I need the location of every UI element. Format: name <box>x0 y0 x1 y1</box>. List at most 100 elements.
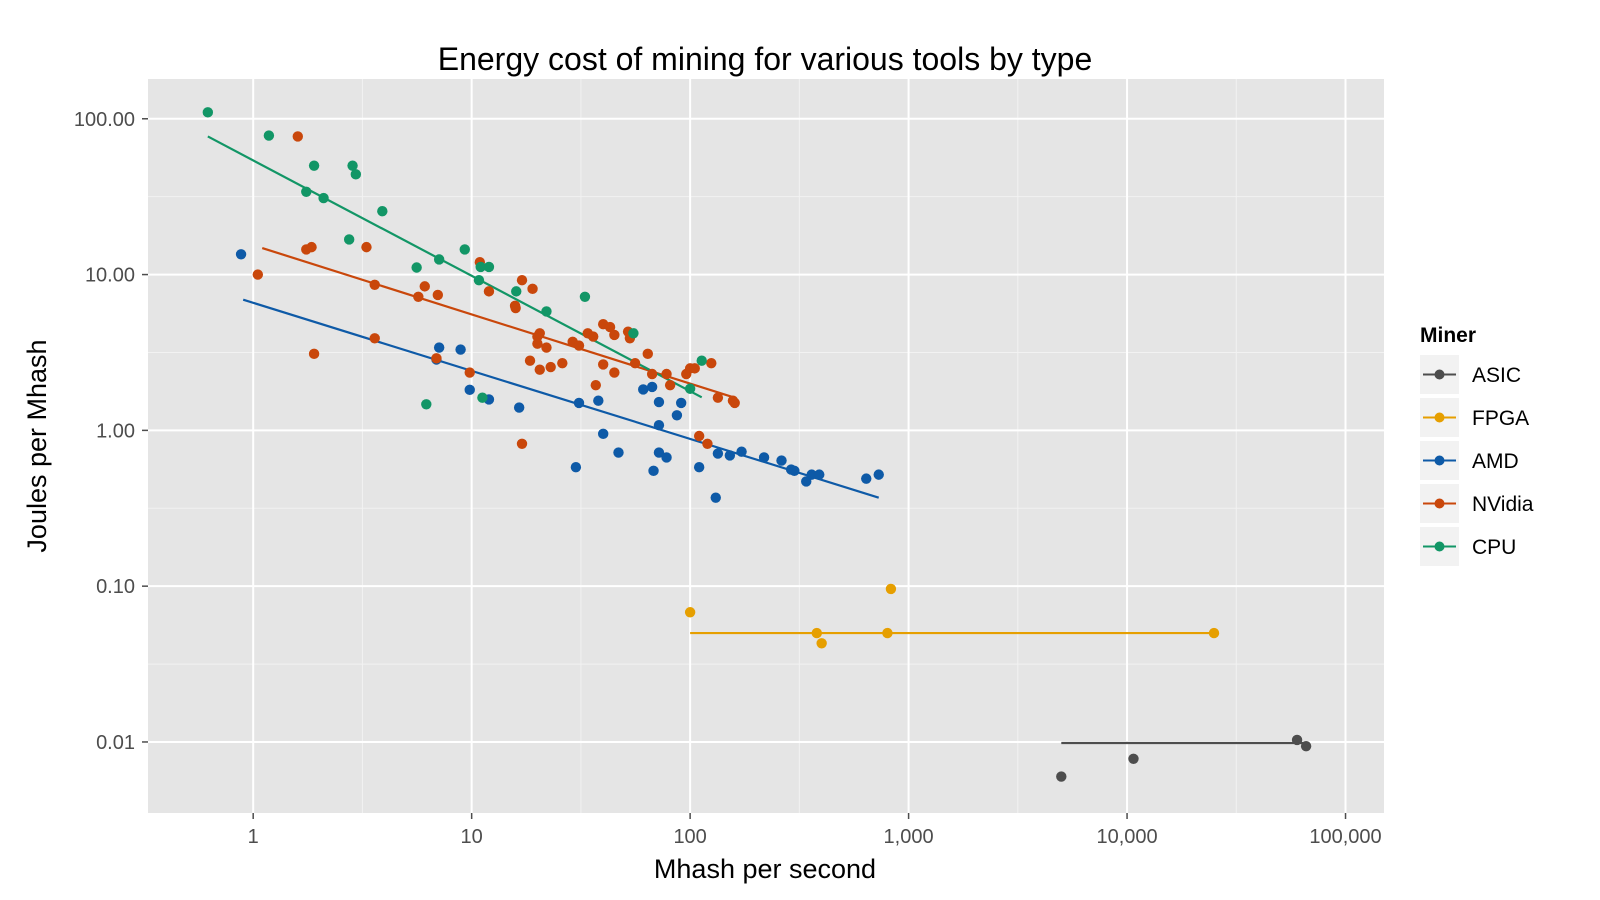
point-amd <box>653 396 665 408</box>
point-cpu <box>433 254 445 265</box>
point-cpu <box>511 286 522 297</box>
major-gridlines <box>148 79 1384 813</box>
point-nvidia <box>516 275 528 286</box>
point-cpu <box>421 399 432 410</box>
legend-point-nvidia <box>1434 498 1445 509</box>
point-cpu <box>377 206 388 217</box>
point-nvidia <box>308 348 320 360</box>
point-nvidia <box>664 379 676 391</box>
x-tick-label: 10 <box>461 826 483 848</box>
point-cpu <box>350 169 362 180</box>
point-nvidia <box>413 291 424 302</box>
point-amd <box>513 402 525 413</box>
point-asic <box>1291 734 1303 746</box>
point-fpga <box>885 583 897 595</box>
legend-point-asic <box>1434 369 1445 380</box>
point-nvidia <box>573 340 585 351</box>
point-cpu <box>459 244 470 255</box>
plot-panel <box>148 79 1384 813</box>
point-cpu <box>308 160 320 171</box>
point-amd <box>736 446 747 457</box>
point-nvidia <box>252 269 264 280</box>
legend-label-nvidia: NVidia <box>1472 493 1534 516</box>
point-amd <box>724 450 736 461</box>
point-nvidia <box>587 331 599 342</box>
point-cpu <box>473 275 485 286</box>
point-nvidia <box>706 357 717 369</box>
point-nvidia <box>532 338 543 349</box>
point-cpu <box>263 130 275 141</box>
legend-item-cpu: CPU <box>1420 527 1516 566</box>
point-cpu <box>343 234 355 245</box>
point-amd <box>464 384 475 396</box>
point-amd <box>593 395 604 406</box>
point-amd <box>789 465 800 477</box>
point-nvidia <box>524 355 536 366</box>
point-nvidia <box>361 241 372 253</box>
y-tick-label: 100.00 <box>74 109 135 131</box>
point-nvidia <box>464 367 475 378</box>
x-axis: 1 10 100 1,000 10,000 100,000 <box>248 813 1382 848</box>
point-nvidia <box>646 368 658 380</box>
chart-title: Energy cost of mining for various tools … <box>438 41 1093 77</box>
point-nvidia <box>702 438 713 449</box>
point-amd <box>873 469 884 480</box>
point-nvidia <box>557 357 568 369</box>
legend-item-nvidia: NVidia <box>1420 484 1534 523</box>
y-axis-title: Joules per Mhash <box>22 339 52 552</box>
point-amd <box>861 473 872 484</box>
fit-line-cpu <box>207 135 703 399</box>
x-tick-label: 1,000 <box>884 826 934 848</box>
y-tick-label: 1.00 <box>96 420 135 442</box>
point-nvidia <box>590 379 601 391</box>
point-amd <box>573 397 585 409</box>
point-cpu <box>301 186 312 197</box>
point-nvidia <box>431 353 442 364</box>
legend-item-fpga: FPGA <box>1420 398 1529 437</box>
y-tick-label: 0.01 <box>96 732 135 754</box>
y-tick-label: 0.10 <box>96 576 135 598</box>
point-nvidia <box>432 289 444 301</box>
point-nvidia <box>510 302 521 314</box>
point-amd <box>455 344 466 355</box>
minor-gridlines <box>148 79 1384 813</box>
point-amd <box>653 419 665 431</box>
point-amd <box>638 384 649 395</box>
point-nvidia <box>642 348 653 360</box>
point-fpga <box>811 627 822 639</box>
point-nvidia <box>609 329 620 341</box>
point-amd <box>710 492 721 503</box>
point-amd <box>661 452 672 463</box>
point-nvidia <box>534 328 545 339</box>
point-nvidia <box>527 283 538 295</box>
point-amd <box>235 249 247 260</box>
point-fpga <box>816 638 827 649</box>
point-nvidia <box>604 321 616 333</box>
point-amd <box>570 462 582 473</box>
x-axis-title: Mhash per second <box>654 854 876 884</box>
point-amd <box>693 462 705 473</box>
legend-item-asic: ASIC <box>1420 355 1521 394</box>
point-cpu <box>684 383 696 394</box>
point-cpu <box>696 355 707 366</box>
point-nvidia <box>419 281 430 292</box>
point-amd <box>597 428 609 440</box>
point-asic <box>1128 753 1139 764</box>
x-tick-label: 100,000 <box>1309 826 1381 848</box>
legend-point-amd <box>1434 455 1445 466</box>
point-amd <box>712 448 724 459</box>
point-nvidia <box>369 279 380 290</box>
fit-lines <box>207 135 1307 745</box>
point-amd <box>433 342 445 353</box>
legend-point-cpu <box>1434 541 1445 552</box>
point-amd <box>814 469 825 480</box>
point-amd <box>675 397 687 409</box>
data-points <box>202 107 1312 782</box>
point-cpu <box>628 328 639 339</box>
point-cpu <box>475 261 486 273</box>
point-asic <box>1300 740 1312 752</box>
point-nvidia <box>292 131 303 142</box>
point-nvidia <box>629 357 641 369</box>
point-nvidia <box>609 367 620 378</box>
